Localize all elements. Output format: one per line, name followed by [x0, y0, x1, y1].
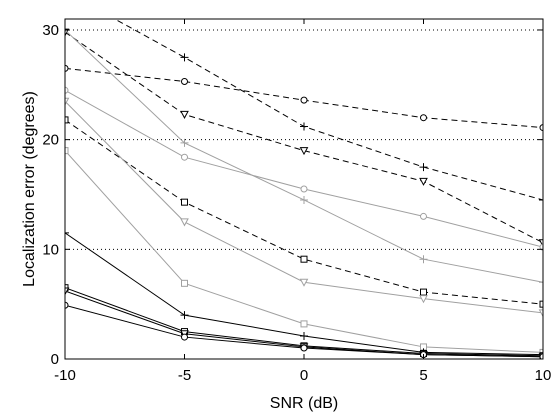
data-point-plus — [300, 195, 308, 204]
data-point-plus — [419, 163, 428, 172]
data-point-circle — [65, 64, 69, 72]
y-axis-title: Localization error (degrees) — [21, 91, 38, 287]
data-point-circle — [181, 333, 188, 341]
series-6 — [65, 86, 543, 251]
data-point-circle — [420, 212, 427, 220]
data-point-triangle — [299, 147, 309, 156]
data-point-square — [300, 320, 308, 328]
data-point-circle — [539, 243, 543, 251]
data-point-circle — [300, 96, 308, 104]
series-7 — [65, 97, 543, 318]
data-point-triangle — [419, 295, 428, 304]
series-1 — [113, 19, 543, 204]
y-tick-label: 20 — [42, 132, 59, 149]
data-point-plus — [419, 255, 428, 264]
x-tick-label: -5 — [178, 367, 191, 384]
x-tick-label: 5 — [419, 367, 427, 384]
data-point-circle — [539, 353, 543, 359]
x-axis-title: SNR (dB) — [270, 395, 338, 412]
data-point-square — [65, 116, 69, 124]
series-12 — [65, 301, 543, 359]
data-point-triangle — [299, 278, 309, 287]
data-point-triangle — [180, 218, 189, 227]
y-tick-label: 10 — [42, 241, 59, 258]
data-point-triangle — [65, 97, 70, 106]
data-point-triangle — [65, 287, 70, 296]
data-point-plus — [180, 53, 189, 62]
series-4 — [65, 116, 543, 308]
data-point-plus — [180, 311, 189, 320]
x-tick-label: 0 — [300, 367, 308, 384]
data-point-square — [420, 288, 427, 296]
series-3 — [65, 28, 543, 248]
data-point-plus — [180, 138, 189, 147]
y-tick-label: 0 — [51, 351, 59, 368]
data-point-square — [539, 300, 543, 308]
data-point-circle — [181, 78, 188, 86]
series-group — [65, 19, 543, 359]
x-tick-label: -10 — [54, 367, 76, 384]
data-point-circle — [300, 185, 308, 193]
tick-group: -10 -5 0 5 10 0 10 20 30 — [42, 19, 551, 384]
data-point-plus — [300, 122, 308, 131]
data-point-circle — [300, 344, 308, 352]
data-point-square — [65, 147, 69, 155]
x-tick-label: 10 — [535, 367, 552, 384]
series-2 — [65, 64, 543, 132]
data-point-triangle — [538, 309, 543, 318]
data-point-square — [181, 198, 188, 206]
data-point-triangle — [180, 110, 189, 119]
data-point-square — [300, 255, 308, 263]
data-point-plus — [539, 278, 543, 287]
data-point-plus — [539, 195, 543, 204]
data-point-circle — [539, 124, 543, 132]
data-point-circle — [420, 114, 427, 122]
data-point-triangle — [419, 177, 428, 186]
y-tick-label: 30 — [42, 22, 59, 39]
data-point-circle — [181, 153, 188, 161]
series-line — [65, 119, 543, 305]
data-point-circle — [65, 86, 69, 94]
data-point-plus — [65, 228, 69, 237]
data-point-square — [181, 279, 188, 287]
data-point-plus — [300, 331, 308, 340]
data-point-circle — [65, 301, 69, 309]
